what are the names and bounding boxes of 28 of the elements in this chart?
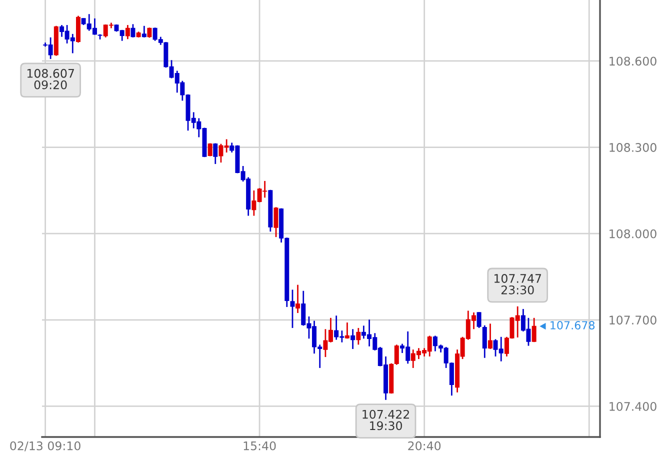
y-tick-label: 107.700 — [610, 316, 656, 325]
annotation: 108.607 09:20 — [27, 68, 74, 90]
annotation: 107.678 — [550, 321, 595, 330]
candlestick — [476, 311, 482, 329]
x-tick-label: 15:40 — [244, 441, 276, 450]
candlestick — [290, 289, 295, 329]
candlestick — [356, 327, 361, 346]
y-tick-label: 108.600 — [610, 56, 656, 66]
y-tick-label: 107.400 — [610, 402, 656, 411]
candlestick — [213, 142, 218, 165]
candlestick — [394, 344, 399, 366]
x-tick-label: 02/13 09:10 — [10, 441, 80, 452]
candlestick — [296, 284, 300, 314]
candlestick — [125, 24, 130, 40]
candlestick — [147, 26, 152, 38]
candlestick — [142, 25, 146, 38]
candlestick — [130, 23, 136, 38]
candlestick — [532, 317, 536, 343]
candlestick — [344, 322, 350, 340]
candlestick — [274, 206, 278, 238]
annotation: 107.422 19:30 — [362, 410, 409, 430]
candlestick — [488, 322, 492, 350]
candlestick — [482, 324, 487, 359]
annotation: 107.747 23:30 — [494, 274, 541, 294]
x-tick-label: 20:40 — [408, 441, 441, 450]
candlestick — [350, 328, 356, 350]
y-tick-label: 108.000 — [610, 229, 656, 238]
y-tick-label: 108.300 — [610, 143, 656, 152]
